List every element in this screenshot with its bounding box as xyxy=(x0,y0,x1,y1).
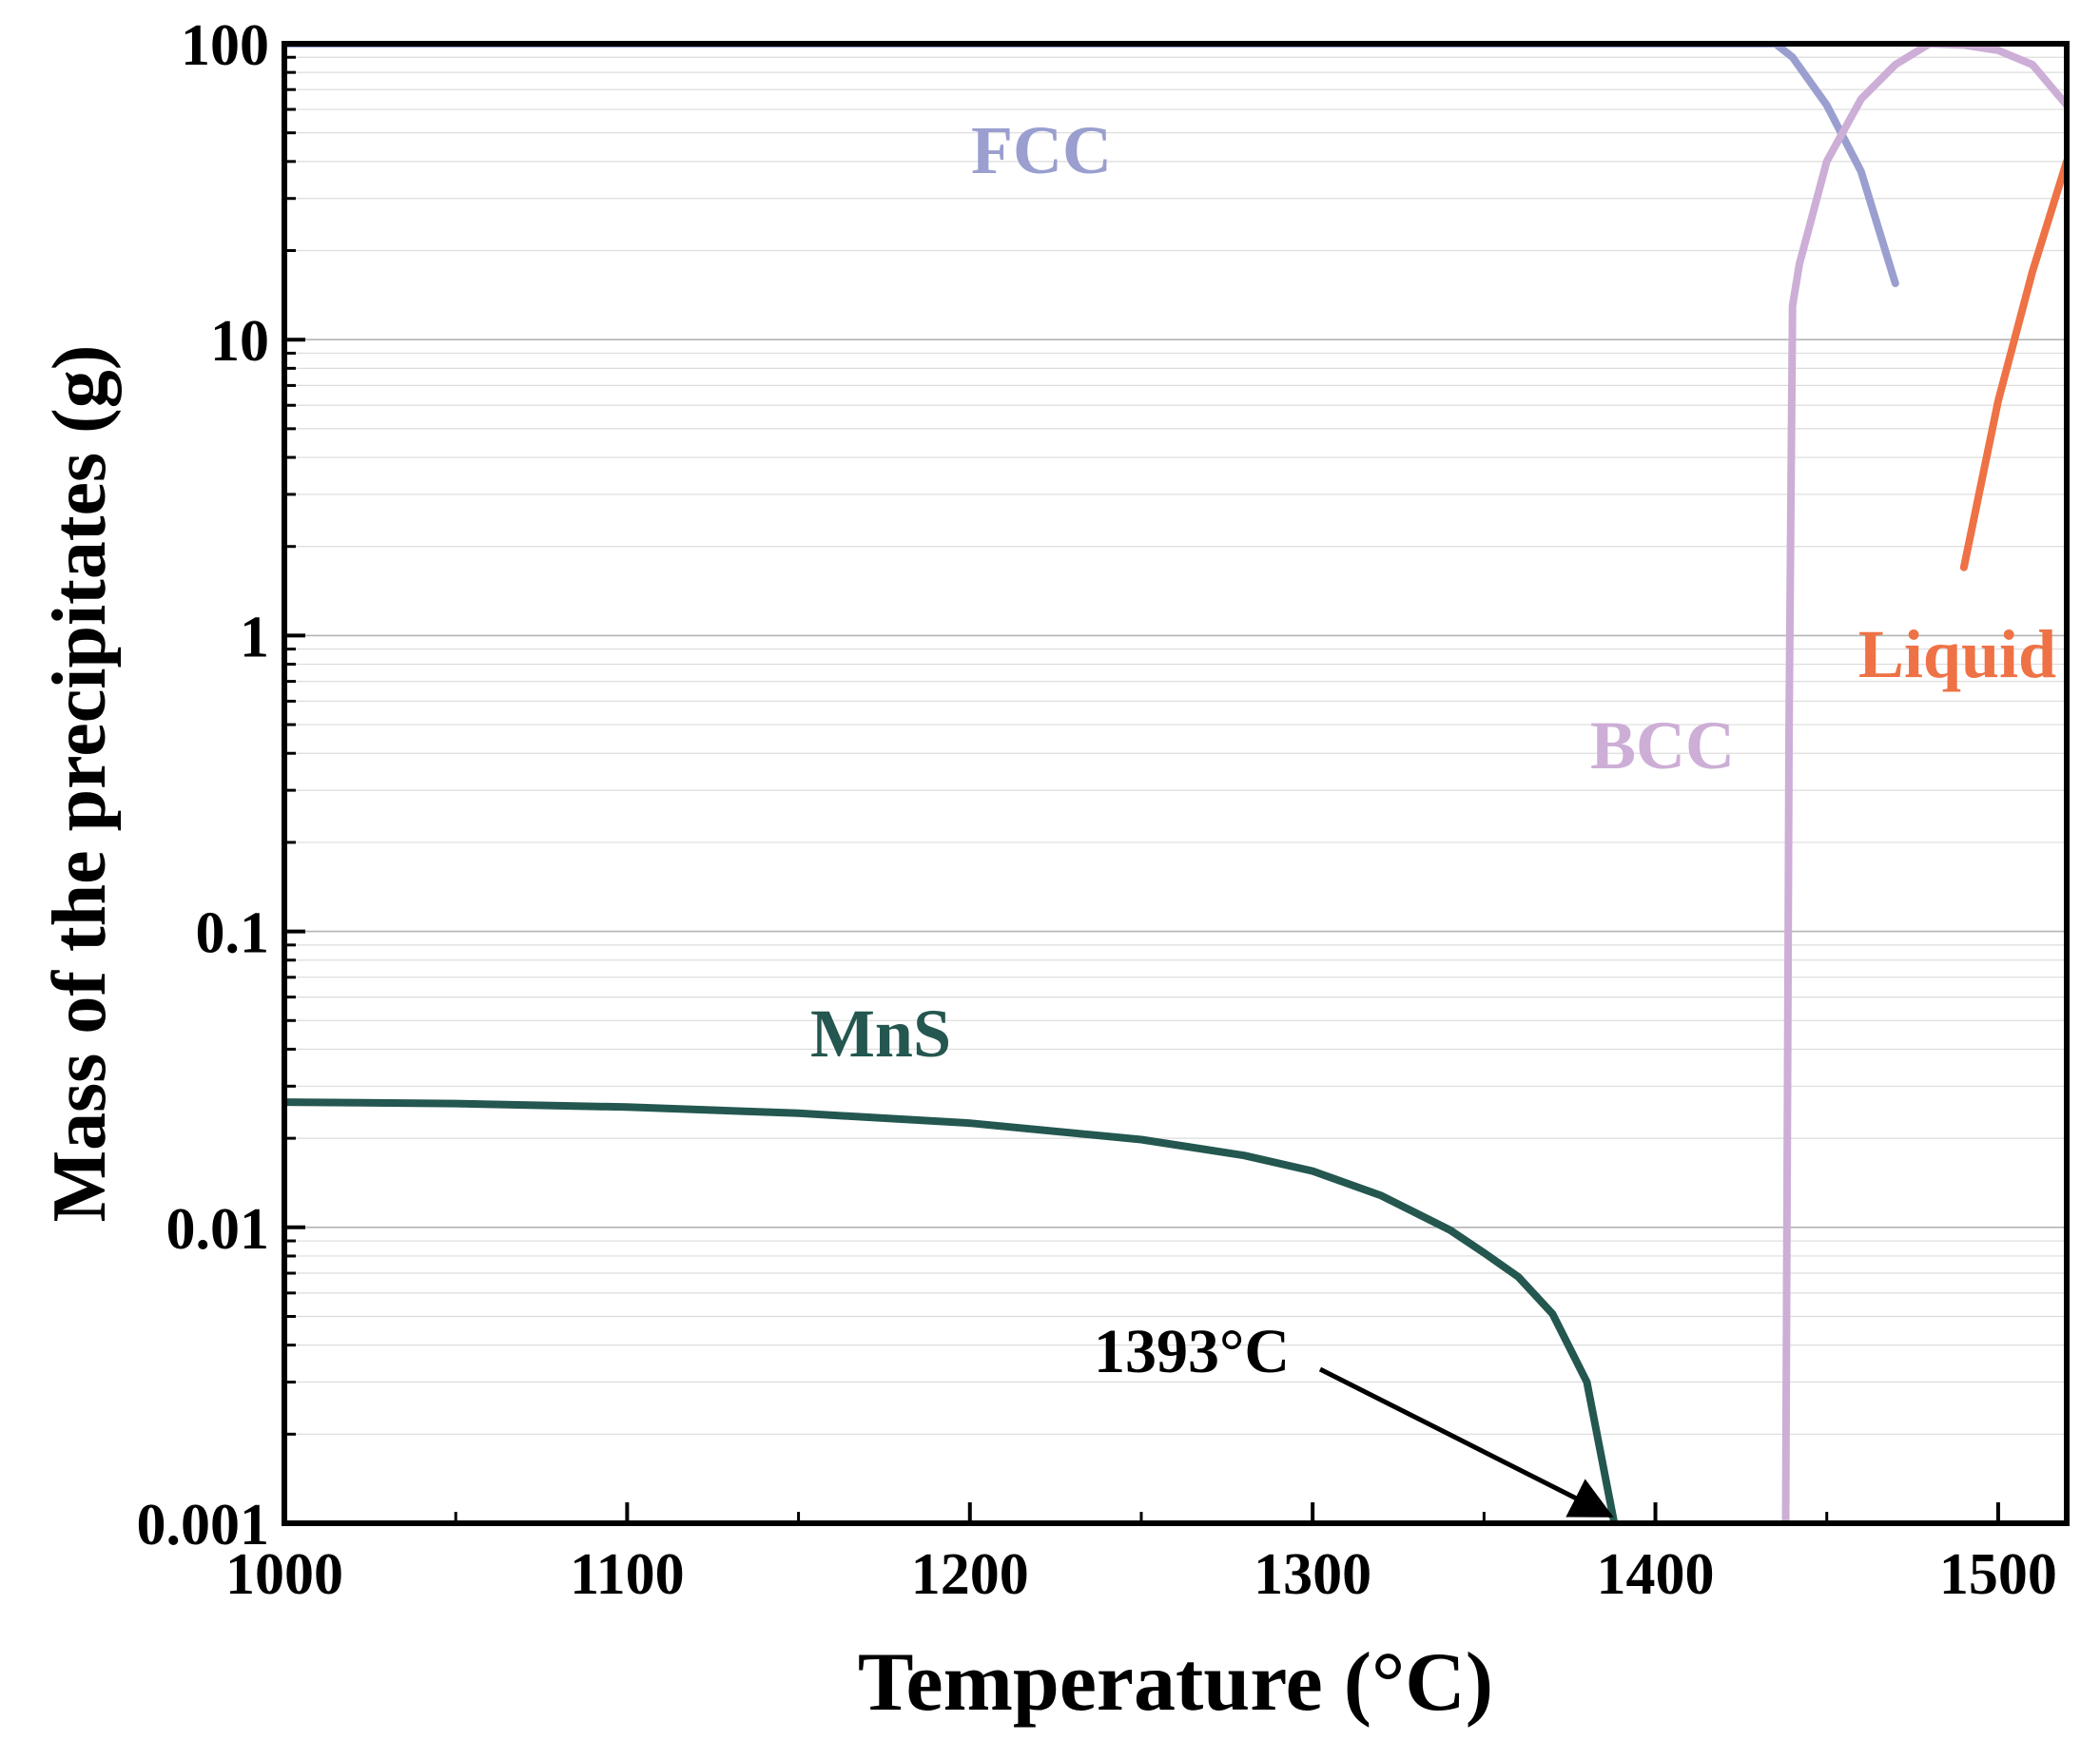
x-tick-label: 1200 xyxy=(911,1542,1029,1607)
axes xyxy=(282,41,2070,1526)
series-line-liquid xyxy=(1959,157,2067,571)
y-tick-label: 10 xyxy=(210,309,269,374)
y-tick-label: 0.1 xyxy=(196,901,270,966)
y-tick-label: 100 xyxy=(181,13,269,78)
series-label-bcc: BCC xyxy=(1590,707,1735,783)
x-tick-label: 1000 xyxy=(225,1542,343,1607)
series-label-fcc: FCC xyxy=(971,112,1112,188)
series-line-mns xyxy=(284,1098,1619,1523)
x-tick-label: 1500 xyxy=(1939,1542,2057,1607)
ticks xyxy=(282,42,2000,1525)
series-lines xyxy=(284,44,2067,1523)
series-label-liquid: Liquid xyxy=(1858,616,2056,692)
annotation-label: 1393°C xyxy=(1094,1317,1290,1386)
x-axis-title: Temperature (°C) xyxy=(858,1636,1493,1729)
labels: 0.001 0.01 0.1 1 10 100 1000 1100 1200 1300 1400 15… xyxy=(38,13,2057,1729)
y-tick-label: 0.01 xyxy=(166,1197,270,1262)
y-tick-label: 0.001 xyxy=(137,1493,270,1557)
y-axis-title: Mass of the precipitates (g) xyxy=(38,345,122,1223)
series-label-mns: MnS xyxy=(810,996,951,1072)
x-tick-label: 1400 xyxy=(1597,1542,1715,1607)
series-line-fcc xyxy=(284,44,1899,287)
y-tick-label: 1 xyxy=(240,605,269,669)
x-tick-label: 1300 xyxy=(1254,1542,1371,1607)
grid-lines xyxy=(284,56,2067,1435)
series-line-bcc xyxy=(1781,44,2067,1523)
x-tick-label: 1100 xyxy=(570,1542,685,1607)
plot-frame xyxy=(282,41,2070,1526)
annotation-arrow xyxy=(1318,1366,1614,1519)
